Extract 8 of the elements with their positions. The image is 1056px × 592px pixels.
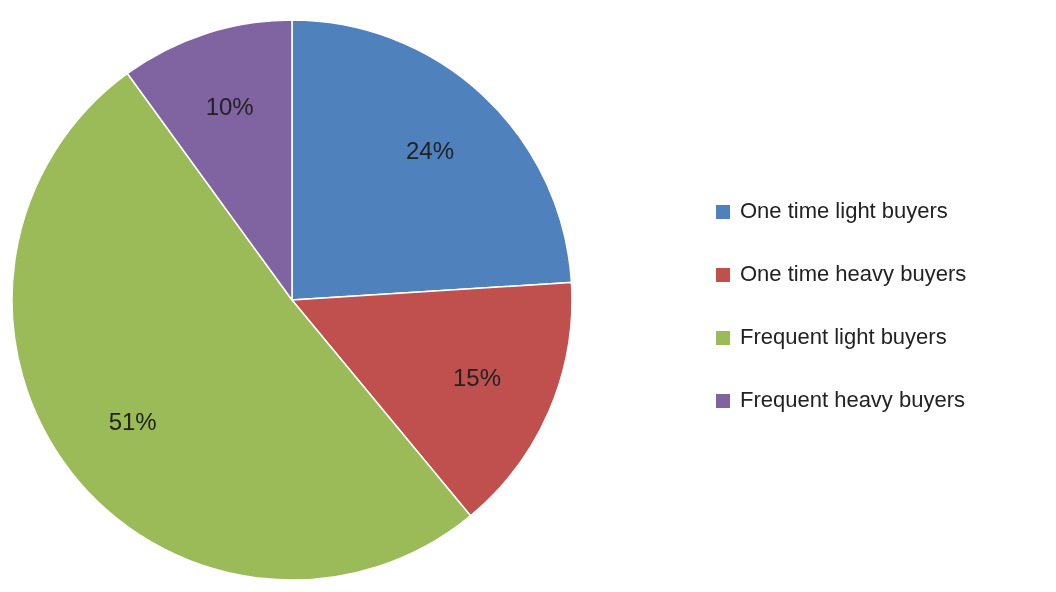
data-label: 15% — [453, 364, 502, 392]
data-label: 24% — [405, 137, 455, 165]
legend-label: Frequent light buyers — [740, 323, 947, 349]
legend-label: One time heavy buyers — [740, 260, 967, 286]
data-label: 10% — [205, 92, 254, 120]
data-label: 51% — [108, 407, 157, 435]
legend-label: Frequent heavy buyers — [740, 386, 966, 412]
legend-label: One time light buyers — [740, 197, 948, 223]
